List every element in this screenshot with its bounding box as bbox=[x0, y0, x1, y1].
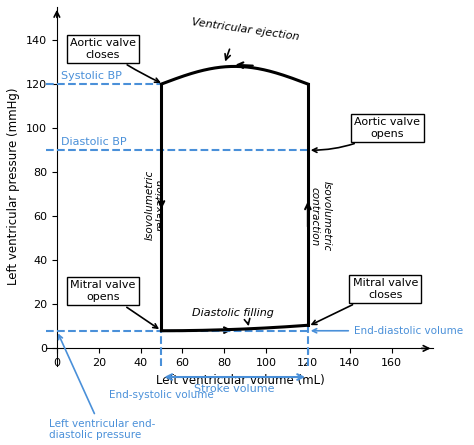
Text: End-systolic volume: End-systolic volume bbox=[109, 390, 214, 400]
Text: Diastolic filling: Diastolic filling bbox=[191, 307, 273, 318]
Text: Mitral valve
closes: Mitral valve closes bbox=[312, 278, 418, 324]
Text: Systolic BP: Systolic BP bbox=[61, 71, 122, 81]
Text: Stroke volume: Stroke volume bbox=[194, 384, 275, 394]
Text: Diastolic BP: Diastolic BP bbox=[61, 137, 127, 147]
Text: Ventricular ejection: Ventricular ejection bbox=[191, 17, 300, 42]
Text: Aortic valve
closes: Aortic valve closes bbox=[70, 38, 159, 82]
Text: Isovolumetric
contraction: Isovolumetric contraction bbox=[310, 181, 331, 251]
X-axis label: Left ventricular volume (mL): Left ventricular volume (mL) bbox=[155, 374, 324, 387]
Text: Isovolumetric
relaxation: Isovolumetric relaxation bbox=[145, 170, 166, 240]
Y-axis label: Left ventricular pressure (mmHg): Left ventricular pressure (mmHg) bbox=[8, 88, 20, 285]
Text: End-diastolic volume: End-diastolic volume bbox=[312, 326, 463, 336]
Text: Left ventricular end-
diastolic pressure: Left ventricular end- diastolic pressure bbox=[48, 335, 155, 441]
Text: Aortic valve
opens: Aortic valve opens bbox=[312, 117, 420, 152]
Text: Mitral valve
opens: Mitral valve opens bbox=[70, 280, 158, 328]
